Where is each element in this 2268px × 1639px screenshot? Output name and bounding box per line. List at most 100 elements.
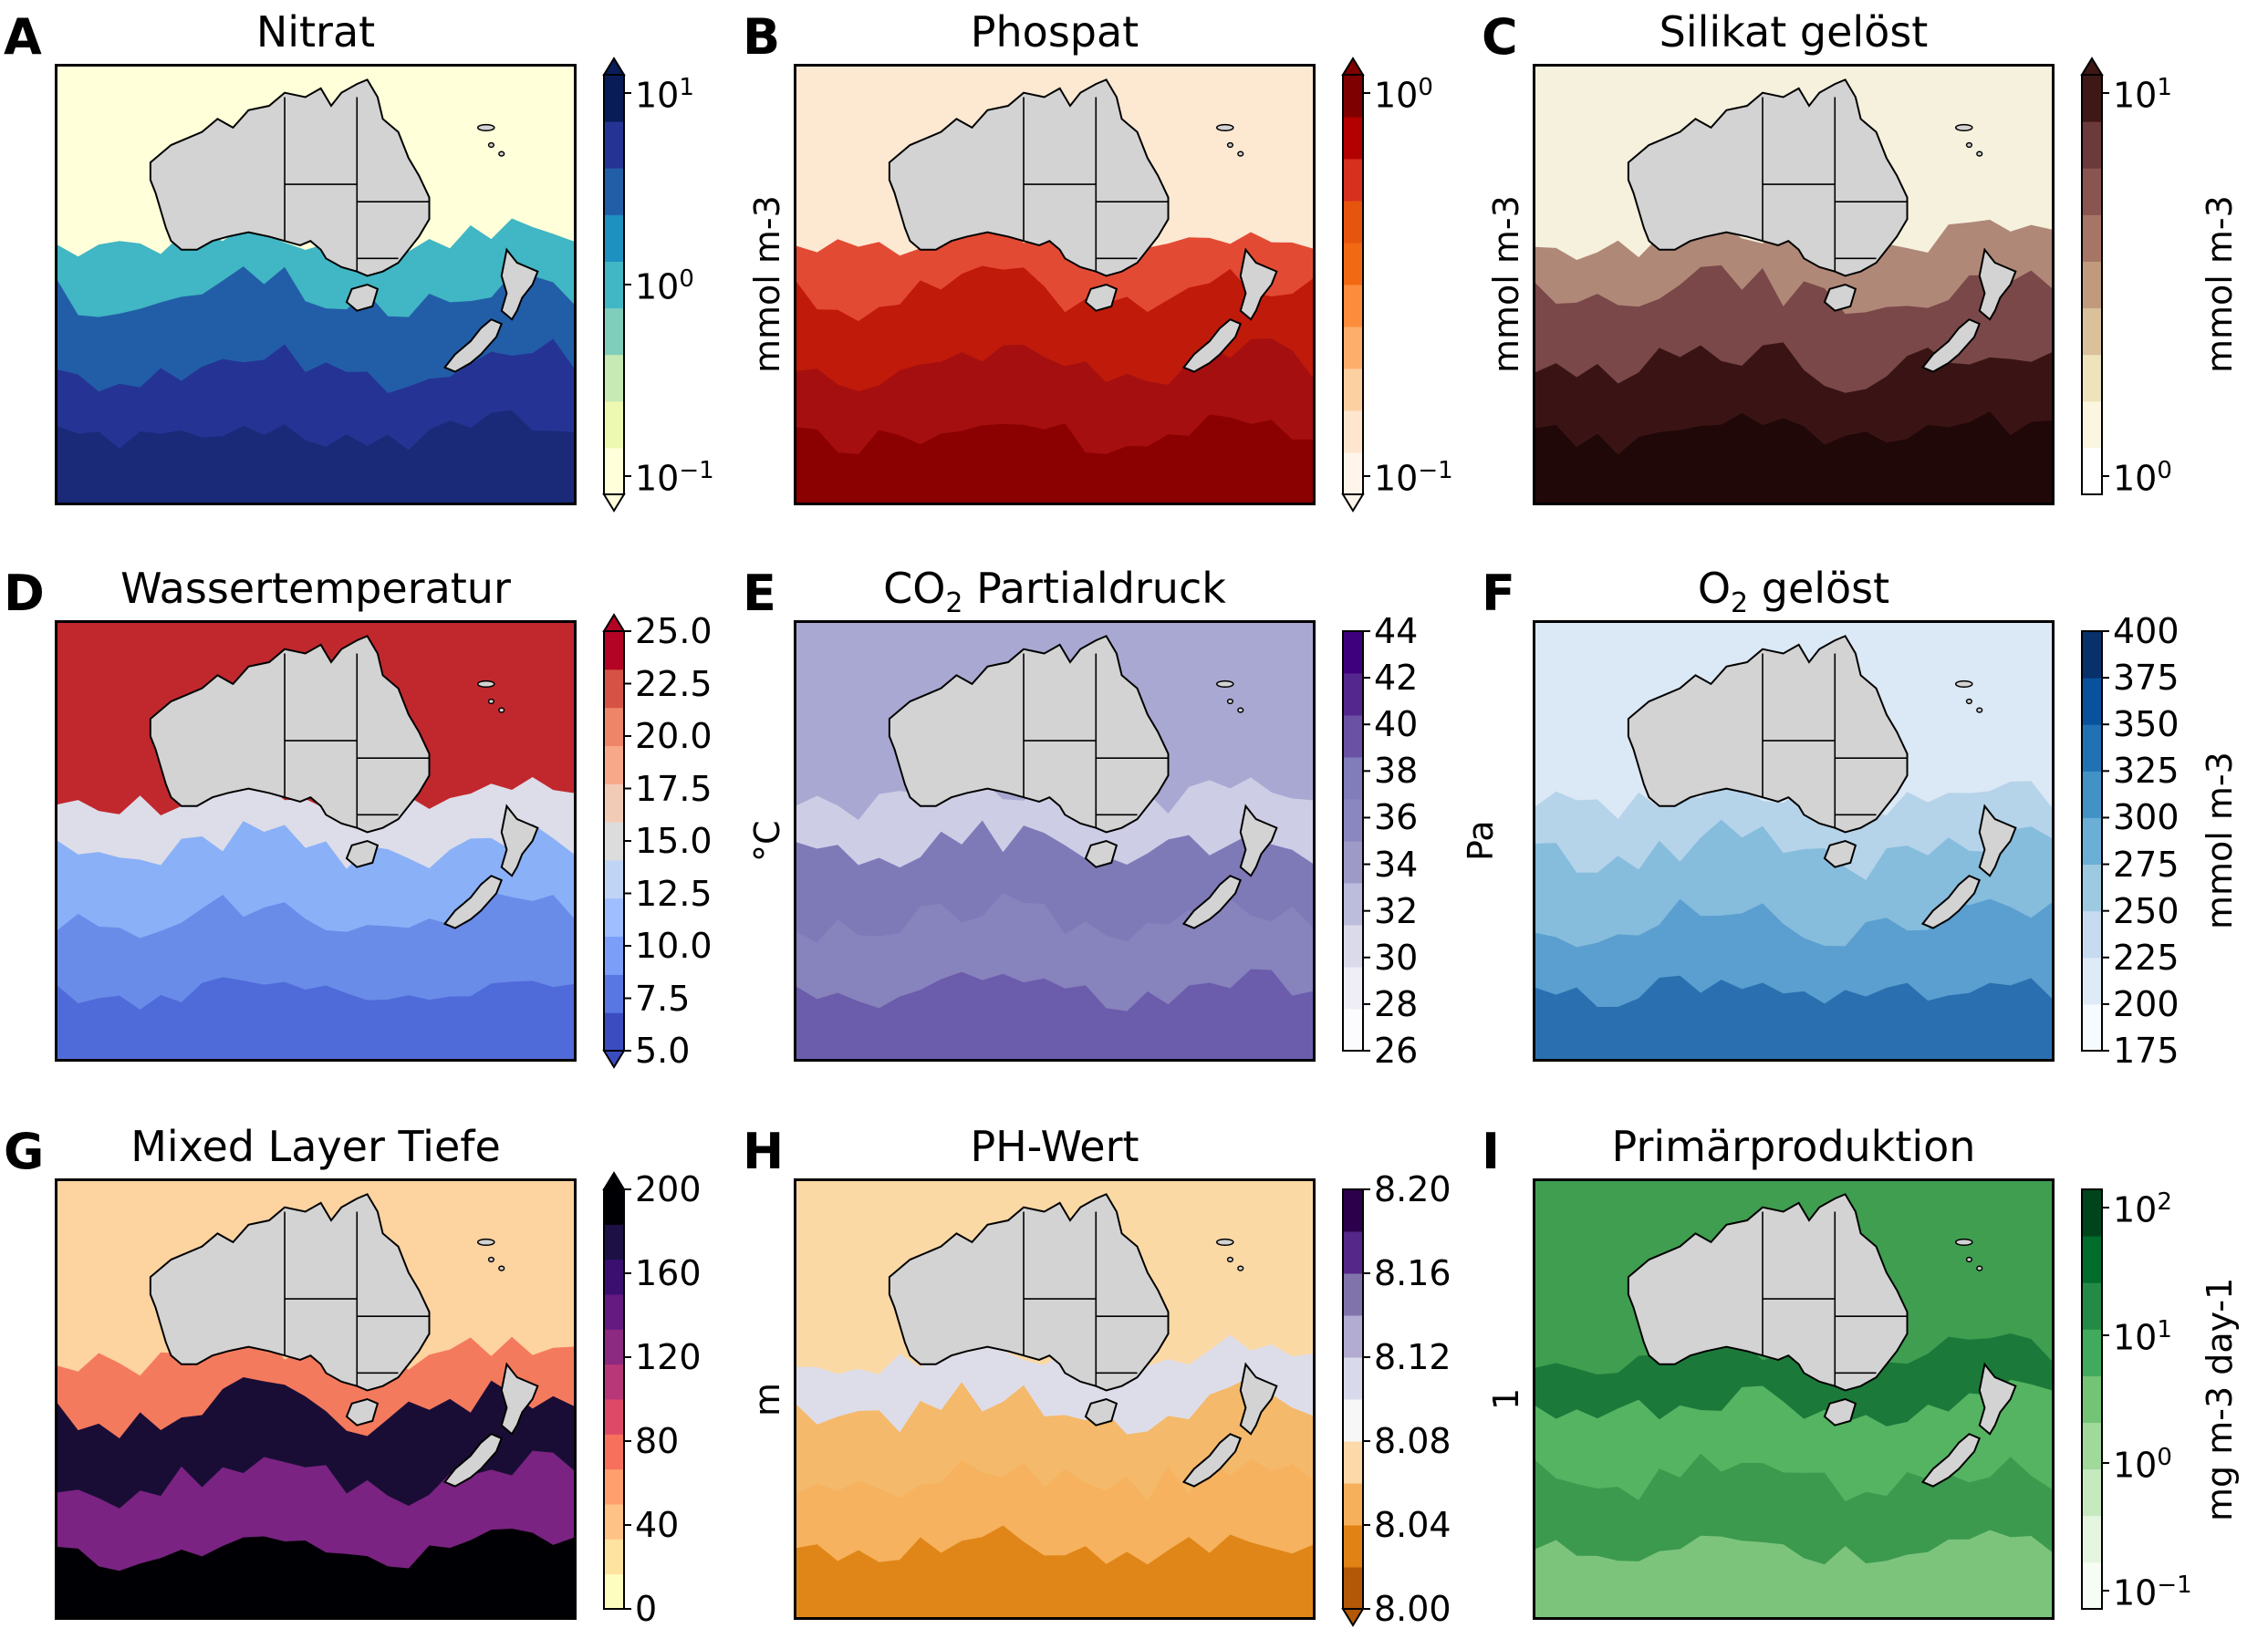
colorbar-segment <box>2082 910 2102 959</box>
map-area <box>1533 620 2055 1062</box>
panel-title: Mixed Layer Tiefe <box>130 1126 501 1167</box>
colorbar-tick-label: 100 <box>635 265 694 307</box>
colorbar-segment <box>2082 1468 2102 1517</box>
tasmania-land <box>1086 285 1117 311</box>
australia-land <box>890 79 1169 275</box>
nz-north-land <box>1241 1364 1277 1434</box>
colorbar-segment <box>604 822 624 861</box>
colorbar-segment <box>1343 673 1363 716</box>
nz-south-land <box>445 319 502 371</box>
colorbar-tick-label: 36 <box>1374 797 1419 838</box>
colorbar-unit-label-left: mmol m-3 <box>1486 195 1526 374</box>
colorbar-unit-label-left: °C <box>747 820 787 862</box>
colorbar-tick-label: 100 <box>1374 74 1433 116</box>
australia-land <box>890 636 1169 832</box>
colorbar-tick-label: 28 <box>1374 983 1419 1024</box>
colorbar-segment <box>604 1504 624 1540</box>
colorbar-tick-label: 101 <box>2113 1316 2172 1358</box>
panel-title: CO2 Partialdruck <box>883 567 1226 617</box>
colorbar-tick-label: 10−1 <box>2113 1572 2192 1613</box>
colorbar-unit-label: mmol m-3 <box>2200 195 2240 374</box>
island <box>1217 1240 1233 1246</box>
colorbar-segment <box>1343 1483 1363 1526</box>
colorbar-segment <box>1343 368 1363 411</box>
colorbar-segment <box>1343 1525 1363 1568</box>
colorbar-tick-label: 102 <box>2113 1188 2172 1230</box>
nz-north-land <box>502 1364 538 1434</box>
island <box>1228 1258 1233 1262</box>
panel-title-rest: Partialdruck <box>962 564 1226 613</box>
nz-south-land <box>1923 319 1980 371</box>
colorbar-tick-label: 8.16 <box>1374 1253 1451 1293</box>
colorbar-extend-min <box>1341 1608 1365 1627</box>
land-mask <box>890 1194 1277 1486</box>
colorbar-tick-label: 22.5 <box>635 663 713 704</box>
colorbar-unit-label-left: mmol m-3 <box>747 195 787 374</box>
colorbar-segment <box>604 1539 624 1575</box>
colorbar-segment <box>604 1364 624 1400</box>
map-area <box>55 1178 577 1620</box>
colorbar-extend-max <box>602 1171 626 1190</box>
field-deep <box>796 969 1313 1059</box>
colorbar-tick-label: 250 <box>2113 890 2180 931</box>
panel-title: Primärproduktion <box>1612 1126 1976 1167</box>
island <box>1977 708 1982 712</box>
colorbar-segment <box>604 1399 624 1435</box>
colorbar-tick-label: 8.20 <box>1374 1169 1451 1209</box>
colorbar-svg <box>602 1171 631 1610</box>
colorbar-tick-label: 8.00 <box>1374 1589 1451 1629</box>
colorbar-segment <box>604 1012 624 1052</box>
colorbar-segment <box>604 783 624 823</box>
colorbar-tick-label: 100 <box>2113 1444 2172 1486</box>
colorbar-segment <box>2082 1003 2102 1052</box>
field-deep <box>796 1525 1313 1617</box>
colorbar-tick-label: 300 <box>2113 797 2180 838</box>
island <box>489 1258 494 1262</box>
colorbar <box>2080 57 2109 495</box>
colorbar-segment <box>604 631 624 670</box>
island <box>1228 700 1233 704</box>
colorbar-tick-label: 10−1 <box>1374 457 1453 499</box>
colorbar-segment <box>1343 1441 1363 1484</box>
colorbar-svg <box>602 57 631 513</box>
colorbar-svg <box>1341 57 1370 513</box>
colorbar-segment <box>2082 1422 2102 1470</box>
colorbar-segment <box>2082 817 2102 866</box>
nz-south-land <box>1184 319 1241 371</box>
island <box>1217 681 1233 688</box>
field-deep <box>1535 975 2052 1059</box>
colorbar-segment <box>1343 715 1363 758</box>
panel-title-text: Silikat gelöst <box>1659 7 1929 57</box>
colorbar-segment <box>604 1573 624 1610</box>
colorbar-svg <box>2081 1188 2109 1610</box>
colorbar <box>1341 57 1370 513</box>
australia-land <box>151 636 430 832</box>
colorbar-segment <box>1343 159 1363 202</box>
colorbar-tick-label: 8.08 <box>1374 1421 1451 1461</box>
colorbar-tick-label: 101 <box>635 74 694 116</box>
colorbar <box>2081 1188 2109 1610</box>
colorbar-segment <box>1343 841 1363 884</box>
colorbar-segment <box>604 447 624 495</box>
panel-title: Wassertemperatur <box>120 567 511 609</box>
tasmania-land <box>1086 1399 1117 1426</box>
colorbar <box>1342 630 1370 1052</box>
colorbar-segment <box>604 897 624 938</box>
colorbar-tick-label: 400 <box>2113 611 2180 651</box>
panel-title: O2 gelöst <box>1698 567 1889 617</box>
land-mask <box>151 1194 538 1486</box>
island <box>1217 125 1233 131</box>
tasmania-land <box>347 285 378 311</box>
field-deep <box>1535 411 2052 503</box>
colorbar-segment <box>604 1468 624 1505</box>
colorbar <box>2081 630 2109 1052</box>
colorbar-segment <box>604 707 624 746</box>
panel-title-text: PH-Wert <box>970 1122 1139 1171</box>
colorbar-segment <box>2082 1282 2102 1330</box>
island <box>1967 143 1972 148</box>
island <box>499 151 505 156</box>
field-deep <box>57 410 574 503</box>
map-field <box>1535 67 2052 503</box>
australia-land <box>151 79 430 275</box>
